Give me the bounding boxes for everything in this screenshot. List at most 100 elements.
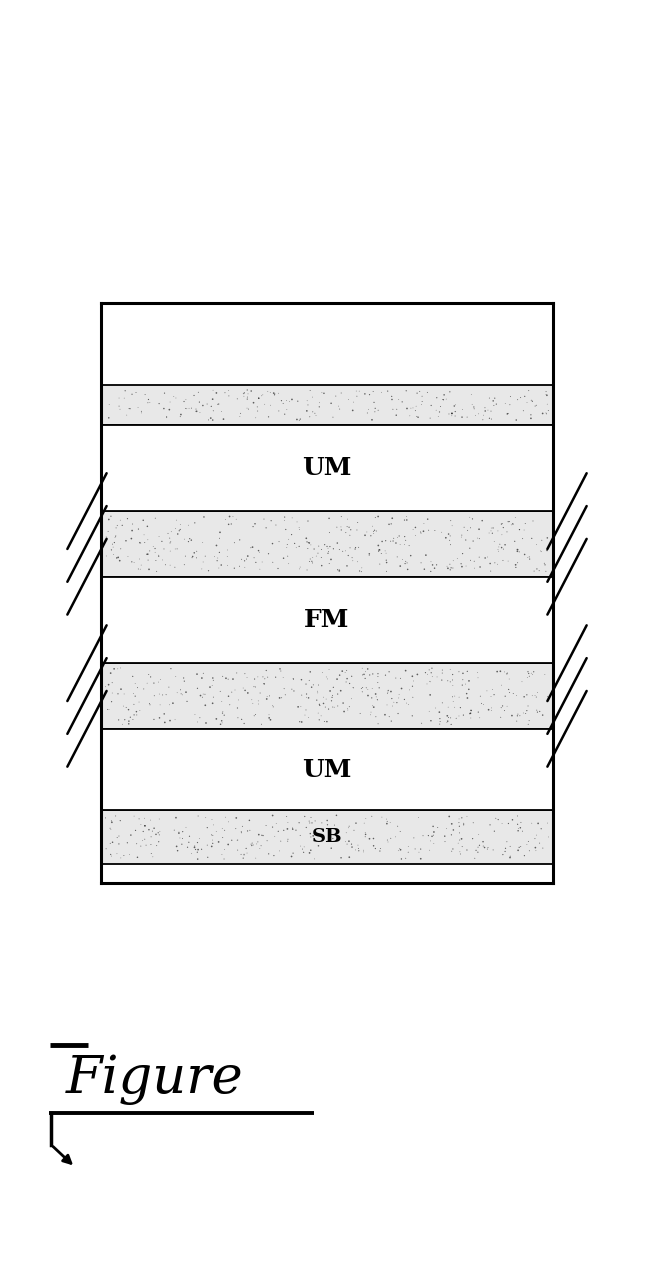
Point [519,386,530,406]
Point [106,819,116,839]
Point [292,391,303,411]
Point [294,520,305,540]
Point [360,827,370,847]
Point [253,540,264,560]
Point [192,401,202,422]
Point [246,381,256,401]
Point [256,825,267,846]
Point [125,399,135,419]
Point [435,712,445,732]
Point [474,546,485,567]
Point [161,684,171,704]
Point [530,396,540,416]
Point [388,399,398,419]
Point [470,558,480,578]
Point [375,840,385,861]
Point [138,510,148,530]
Point [429,558,439,578]
Point [307,813,317,833]
Point [145,541,155,562]
Point [248,693,258,713]
Point [260,394,270,414]
Point [317,539,327,559]
Point [241,549,252,569]
Point [497,695,508,716]
Point [198,664,209,684]
Point [400,660,411,680]
Point [191,399,201,419]
Point [515,387,526,408]
Point [248,835,258,856]
Point [271,515,281,535]
Point [190,839,201,859]
Point [148,673,159,693]
Point [511,558,521,578]
Point [171,837,182,857]
Text: UM: UM [302,757,352,782]
Point [362,679,373,699]
Point [192,712,203,732]
Point [158,685,168,705]
Point [322,810,332,830]
Point [243,384,253,404]
Point [170,709,181,729]
Point [530,838,541,858]
Point [512,553,523,573]
Point [112,684,123,704]
Point [453,833,464,853]
Point [405,405,415,425]
Point [369,392,379,413]
Point [465,517,475,538]
Point [274,531,284,551]
Point [370,507,381,528]
Point [307,678,317,698]
Point [111,806,121,827]
Point [428,822,439,842]
Point [342,555,353,575]
Point [250,704,261,724]
Point [484,522,494,543]
Point [280,685,290,705]
Point [323,830,334,851]
Point [404,694,414,714]
Point [437,693,447,713]
Point [384,707,394,727]
Point [360,669,370,689]
Point [261,517,271,538]
Point [498,517,509,538]
Point [336,680,346,700]
Point [381,809,392,829]
Point [409,828,419,848]
Point [498,844,508,864]
Point [522,685,532,705]
Point [462,840,472,861]
Point [340,663,351,683]
Point [456,554,466,574]
Point [502,663,513,683]
Point [190,835,200,856]
Point [105,844,116,864]
Point [203,410,214,430]
Point [301,688,312,708]
Point [494,536,504,557]
Point [207,809,217,829]
Point [466,700,476,721]
Point [519,846,530,866]
Point [426,562,436,582]
Point [457,837,468,857]
Point [415,848,426,868]
Point [486,687,496,707]
Point [503,404,513,424]
Point [527,391,538,411]
Point [113,709,124,729]
Point [228,669,238,689]
Point [480,398,490,418]
Point [207,833,218,853]
Point [342,516,353,536]
Point [373,540,384,560]
Point [215,522,225,543]
Point [400,551,411,572]
Point [159,399,169,419]
Point [144,819,154,839]
Point [407,676,418,697]
